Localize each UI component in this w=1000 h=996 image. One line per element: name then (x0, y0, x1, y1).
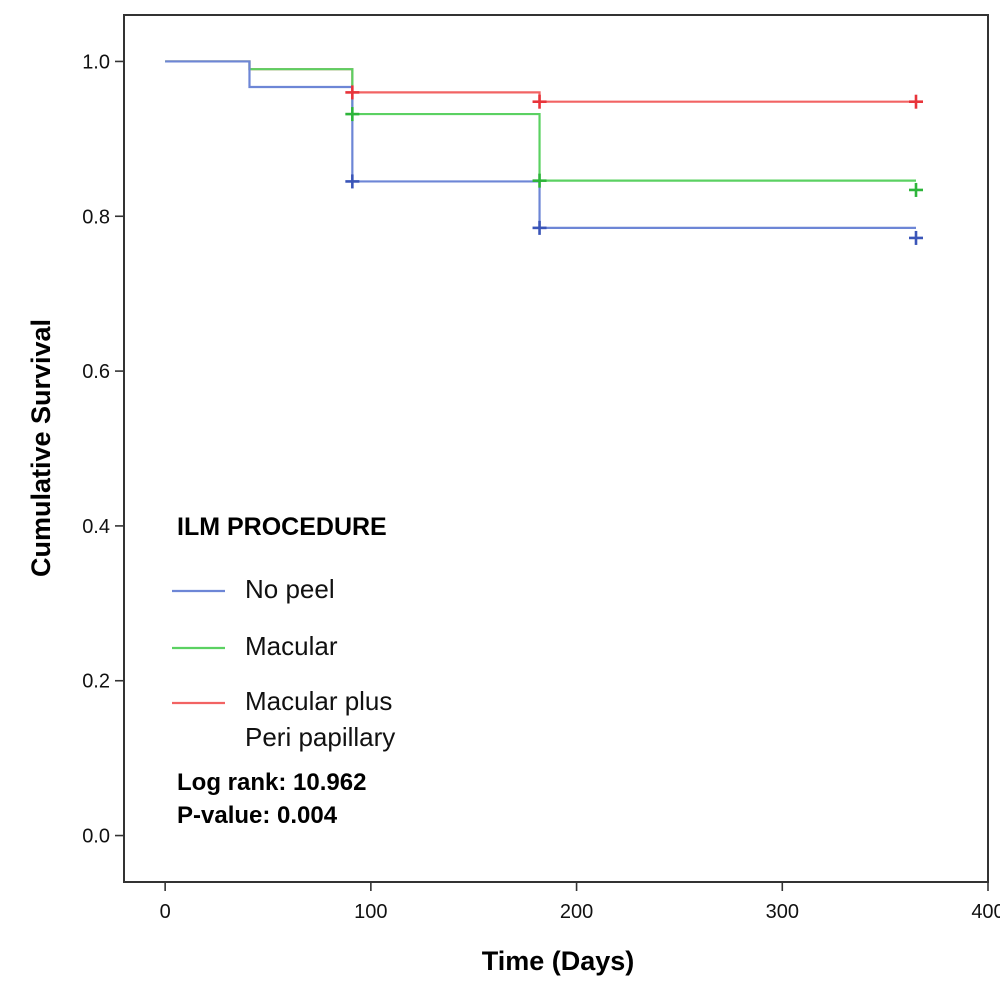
x-tick-label: 200 (560, 901, 593, 923)
censor-mark-series-2 (532, 173, 547, 188)
y-tick-label: 1.0 (82, 51, 110, 73)
legend-label: Peri papillary (245, 722, 395, 752)
y-tick-label: 0.6 (82, 361, 110, 383)
y-tick-label: 0.2 (82, 671, 110, 693)
legend-label: Macular plus (245, 686, 392, 716)
legend: ILM PROCEDURE No peel Macular Macular plus… (172, 513, 395, 752)
x-axis-title: Time (Days) (482, 946, 635, 976)
x-tick-label: 100 (354, 901, 387, 923)
y-tick-label: 0.4 (82, 516, 110, 538)
censor-mark-series-3 (909, 94, 923, 109)
legend-label: No peel (245, 574, 335, 604)
x-tick-label: 0 (160, 901, 171, 923)
x-axis: 0 100 200 300 400 (160, 882, 1000, 923)
x-tick-label: 400 (971, 901, 1000, 923)
censor-mark-series-1 (345, 174, 360, 189)
y-tick-label: 0.0 (82, 826, 110, 848)
censor-mark-series-3 (532, 94, 547, 109)
log-rank-stat: Log rank: 10.962 (177, 769, 366, 796)
y-axis-title: Cumulative Survival (26, 319, 56, 577)
censor-mark-series-2 (345, 107, 360, 122)
plot-frame (123, 14, 989, 883)
legend-title: ILM PROCEDURE (177, 513, 387, 541)
y-axis: 0.0 0.2 0.4 0.6 0.8 1.0 (82, 51, 124, 848)
censor-mark-series-1 (532, 220, 547, 235)
censor-mark-series-1 (909, 230, 923, 245)
legend-label: Macular (245, 631, 338, 661)
censor-mark-series-3 (345, 85, 360, 100)
censor-mark-series-2 (909, 182, 923, 197)
censor-markers (345, 85, 923, 245)
x-tick-label: 300 (766, 901, 799, 923)
y-tick-label: 0.8 (82, 206, 110, 228)
survival-curve-1 (165, 60, 916, 229)
p-value-stat: P-value: 0.004 (177, 802, 338, 829)
